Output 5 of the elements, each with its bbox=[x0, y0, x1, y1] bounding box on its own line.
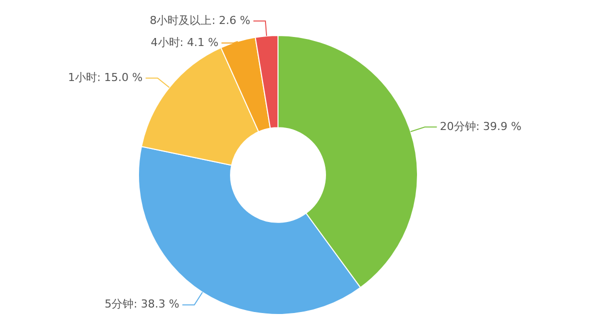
slice-label: 20分钟: 39.9 % bbox=[440, 120, 522, 133]
slice-label: 4小时: 4.1 % bbox=[150, 36, 218, 49]
slice-label: 8小时及以上: 2.6 % bbox=[150, 14, 250, 27]
slice-label: 1小时: 15.0 % bbox=[68, 70, 143, 84]
slice-label: 5分钟: 38.3 % bbox=[104, 298, 180, 311]
